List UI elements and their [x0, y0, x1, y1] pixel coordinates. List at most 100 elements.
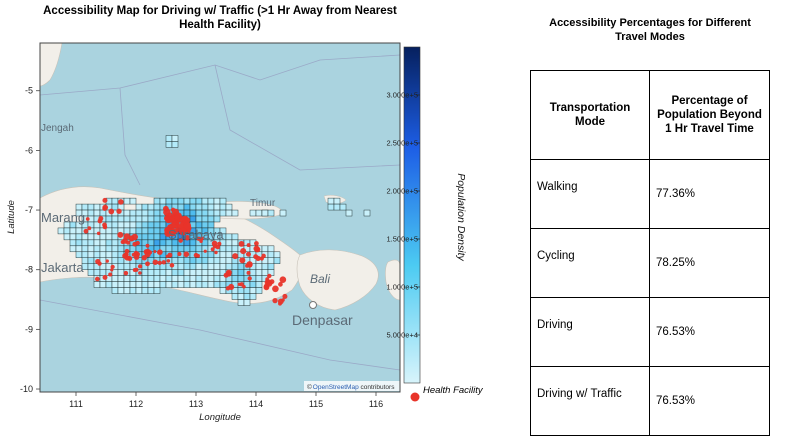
grid-cell	[123, 275, 131, 282]
grid-cell	[249, 269, 257, 276]
grid-cell	[81, 233, 89, 241]
grid-cell	[141, 227, 149, 235]
health-facility-marker	[279, 276, 287, 284]
grid-cell	[87, 209, 95, 217]
grid-cell	[261, 209, 269, 217]
grid-cell	[255, 281, 263, 288]
grid-cell	[201, 203, 209, 211]
grid-cell	[195, 275, 203, 282]
grid-cell	[255, 275, 263, 282]
grid-cell	[111, 245, 119, 253]
grid-cell	[99, 245, 107, 253]
grid-cell	[189, 203, 197, 211]
grid-cell	[123, 263, 131, 270]
y-tick-label: -5	[25, 86, 33, 96]
health-facilities	[83, 197, 288, 306]
health-facility-marker	[278, 282, 283, 287]
health-facility-marker	[138, 271, 142, 275]
grid-cell	[141, 287, 149, 294]
grid-cell	[213, 215, 221, 223]
grid-cell	[219, 197, 227, 205]
health-facility-marker	[254, 246, 261, 253]
health-facility-marker	[203, 249, 207, 253]
colorbar-tick-label: 2.000e+5	[387, 187, 419, 196]
health-facility-marker	[143, 249, 149, 255]
health-facility-marker	[178, 238, 183, 243]
grid-cell	[219, 209, 227, 217]
health-facility-marker	[145, 261, 150, 267]
grid-cell	[123, 215, 131, 223]
grid-cell	[207, 269, 215, 276]
grid-cell	[231, 263, 239, 270]
grid-cell	[207, 215, 215, 223]
grid-cell	[75, 245, 83, 253]
grid-cell	[243, 299, 251, 306]
mode-cell: Driving w/ Traffic	[530, 366, 650, 436]
grid-cell	[189, 269, 197, 276]
grid-cell	[117, 215, 125, 223]
grid-cell	[213, 203, 221, 211]
grid-cell	[57, 227, 65, 235]
grid-cell	[177, 281, 185, 288]
health-facility-marker	[174, 214, 180, 221]
grid-cell	[147, 227, 155, 235]
grid-cell	[213, 275, 221, 282]
x-tick-label: 114	[249, 399, 263, 409]
grid-cell	[237, 263, 245, 270]
health-facility-marker	[117, 231, 124, 238]
health-facility-marker	[157, 250, 162, 255]
grid-cell	[177, 257, 185, 264]
grid-cell	[183, 203, 191, 211]
grid-cell	[93, 239, 101, 247]
health-facility-marker	[177, 251, 182, 257]
grid-cell	[219, 245, 227, 253]
grid-cell	[129, 197, 137, 205]
grid-cell	[219, 203, 227, 211]
grid-cell	[87, 257, 95, 264]
grid-cell	[135, 221, 143, 229]
health-facility-marker	[282, 293, 288, 299]
accessibility-table: Transportation Mode Percentage of Popula…	[530, 70, 770, 436]
grid-cell	[255, 269, 263, 276]
grid-cell	[159, 269, 167, 276]
health-facility-marker	[272, 285, 279, 293]
grid-cell	[147, 281, 155, 288]
grid-cell	[87, 245, 95, 253]
grid-cell	[171, 251, 179, 258]
health-facility-marker	[267, 273, 272, 279]
grid-cell	[99, 239, 107, 247]
grid-cell	[153, 221, 161, 229]
health-facility-marker	[254, 241, 259, 246]
grid-cell	[183, 269, 191, 276]
grid-cell	[207, 197, 215, 205]
lombok-island	[385, 259, 401, 301]
grid-cell	[111, 215, 119, 223]
grid-cell	[165, 245, 173, 253]
place-label: Surabaya	[168, 227, 224, 242]
health-facility-marker	[225, 286, 231, 291]
grid-cell	[231, 233, 239, 241]
grid-cell	[225, 239, 233, 247]
grid-cell	[141, 221, 149, 229]
grid-cell	[183, 209, 191, 217]
grid-cell	[117, 221, 125, 229]
percentage-cell: 77.36%	[649, 159, 770, 229]
grid-cell	[183, 245, 191, 253]
grid-cell	[225, 209, 233, 217]
grid-cell	[177, 275, 185, 282]
grid-cell	[231, 293, 239, 300]
grid-cell	[165, 275, 173, 282]
grid-cell	[129, 275, 137, 282]
grid-cell	[153, 233, 161, 241]
grid-cell	[135, 281, 143, 288]
attribution: ©OpenStreetMap contributors	[307, 383, 395, 391]
table-row: Driving 76.53%	[530, 297, 770, 367]
grid-cell	[177, 203, 185, 211]
place-label: Timur	[250, 198, 276, 209]
grid-cell	[171, 269, 179, 276]
grid-cell	[225, 251, 233, 258]
health-facility-marker	[246, 243, 251, 248]
grid-cell	[261, 263, 269, 270]
grid-cell	[189, 275, 197, 282]
